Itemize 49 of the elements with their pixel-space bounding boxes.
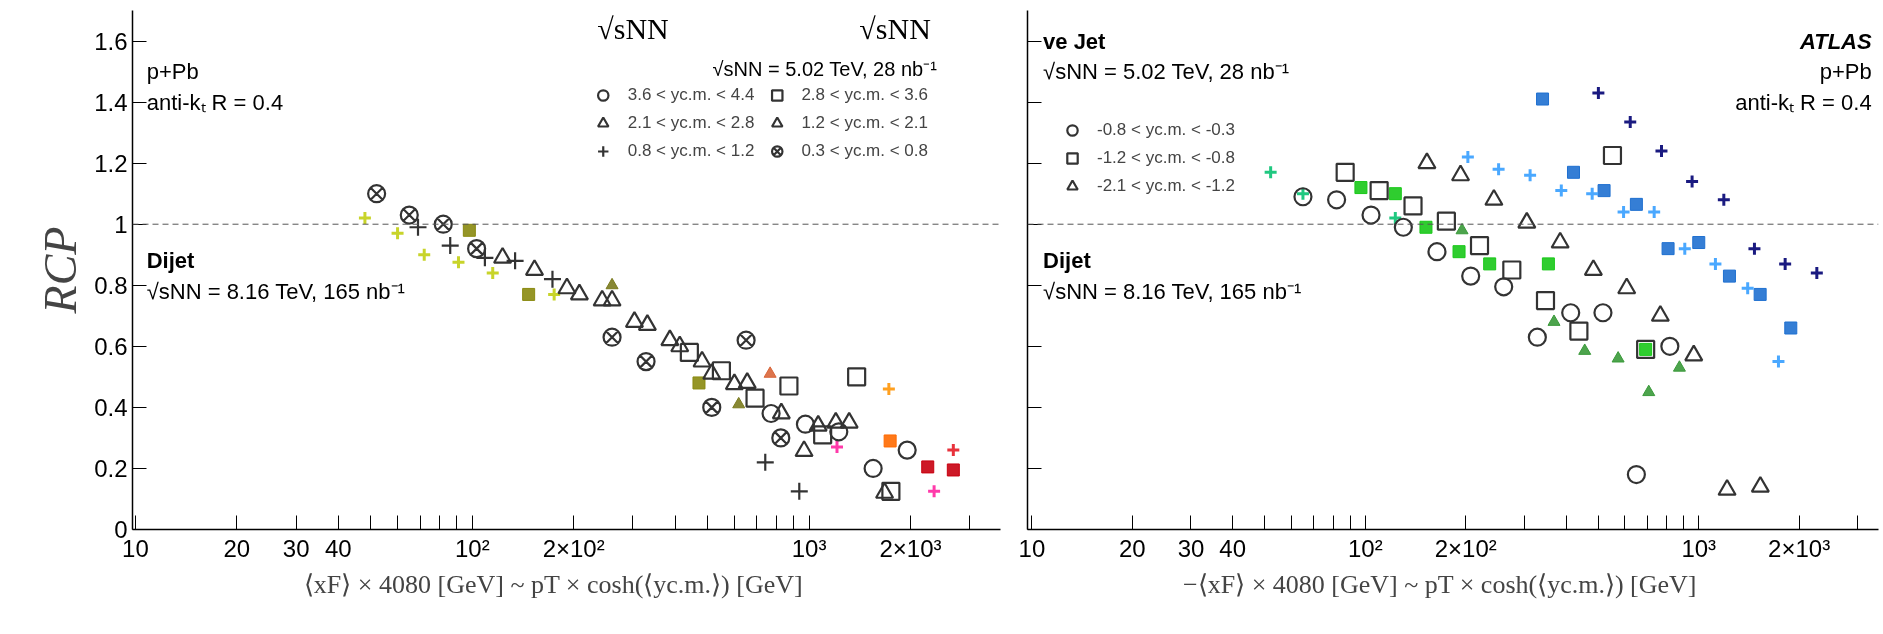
x-tick-label: 2×10³	[1768, 534, 1831, 562]
annotation: ATLAS	[1798, 28, 1872, 54]
legend-label: 2.8 < yc.m. < 3.6	[801, 85, 928, 105]
annotation: anti-kₜ R = 0.4	[146, 89, 284, 115]
x-tick-label: 30	[1177, 534, 1205, 562]
annotation: anti-kₜ R = 0.4	[1735, 89, 1872, 115]
y-tick-label: 0.6	[94, 332, 128, 360]
annotation: √sNN = 8.16 TeV, 165 nb⁻¹	[1043, 278, 1302, 304]
legend-label: -2.1 < yc.m. < -1.2	[1097, 176, 1235, 196]
annotation: Dijet	[1043, 248, 1092, 274]
x-tick-label: 40	[324, 534, 352, 562]
annotation: √sNN	[859, 12, 931, 46]
x-tick-label: 2×10³	[879, 534, 942, 562]
y-axis-title: RCP	[35, 226, 87, 315]
x-tick-label: 10²	[454, 534, 490, 562]
x-tick-label: 2×10²	[1434, 534, 1497, 562]
y-tick-label: 0.2	[94, 454, 128, 482]
x-tick-label: 10³	[1681, 534, 1717, 562]
x-tick-label: 40	[1219, 534, 1247, 562]
x-tick-label: 10	[1018, 534, 1046, 562]
legend-label: 1.2 < yc.m. < 2.1	[801, 113, 928, 133]
y-tick-label: 1.6	[94, 27, 128, 55]
annotation: p+Pb	[146, 59, 199, 85]
y-tick-label: 0.4	[94, 393, 128, 421]
legend-label: -0.8 < yc.m. < -0.3	[1097, 120, 1235, 140]
annotation: p+Pb	[1819, 59, 1872, 85]
y-tick-label: 0.8	[94, 271, 128, 299]
y-tick-label: 1.2	[94, 149, 128, 177]
y-tick-label: 1	[114, 210, 128, 238]
y-tick-label: 1.4	[94, 88, 128, 116]
annotation: √sNN = 8.16 TeV, 165 nb⁻¹	[146, 278, 405, 304]
x-tick-label: 10²	[1347, 534, 1383, 562]
legend-label: 0.3 < yc.m. < 0.8	[801, 141, 928, 161]
x-tick-label: 2×10²	[542, 534, 605, 562]
x-tick-label: 20	[1118, 534, 1146, 562]
legend-label: 0.8 < yc.m. < 1.2	[627, 141, 755, 161]
legend-label: -1.2 < yc.m. < -0.8	[1097, 148, 1235, 168]
annotation: ve Jet	[1043, 28, 1107, 54]
x-tick-label: 20	[223, 534, 251, 562]
x-tick-label: 30	[282, 534, 310, 562]
x-axis-title: ⟨xF⟩ × 4080 [GeV] ~ pT × cosh(⟨yc.m.⟩) [GeV]	[303, 569, 803, 599]
annotation: √sNN	[597, 12, 669, 46]
annotation: Dijet	[146, 248, 196, 274]
legend-label: 2.1 < yc.m. < 2.8	[627, 113, 755, 133]
annotation: √sNN = 5.02 TeV, 28 nb⁻¹	[712, 57, 938, 80]
x-axis-title: −⟨xF⟩ × 4080 [GeV] ~ pT × cosh(⟨yc.m.⟩) [GeV]	[1183, 569, 1697, 599]
annotation: √sNN = 5.02 TeV, 28 nb⁻¹	[1043, 59, 1290, 85]
x-tick-label: 10³	[791, 534, 827, 562]
legend-label: 3.6 < yc.m. < 4.4	[627, 85, 755, 105]
